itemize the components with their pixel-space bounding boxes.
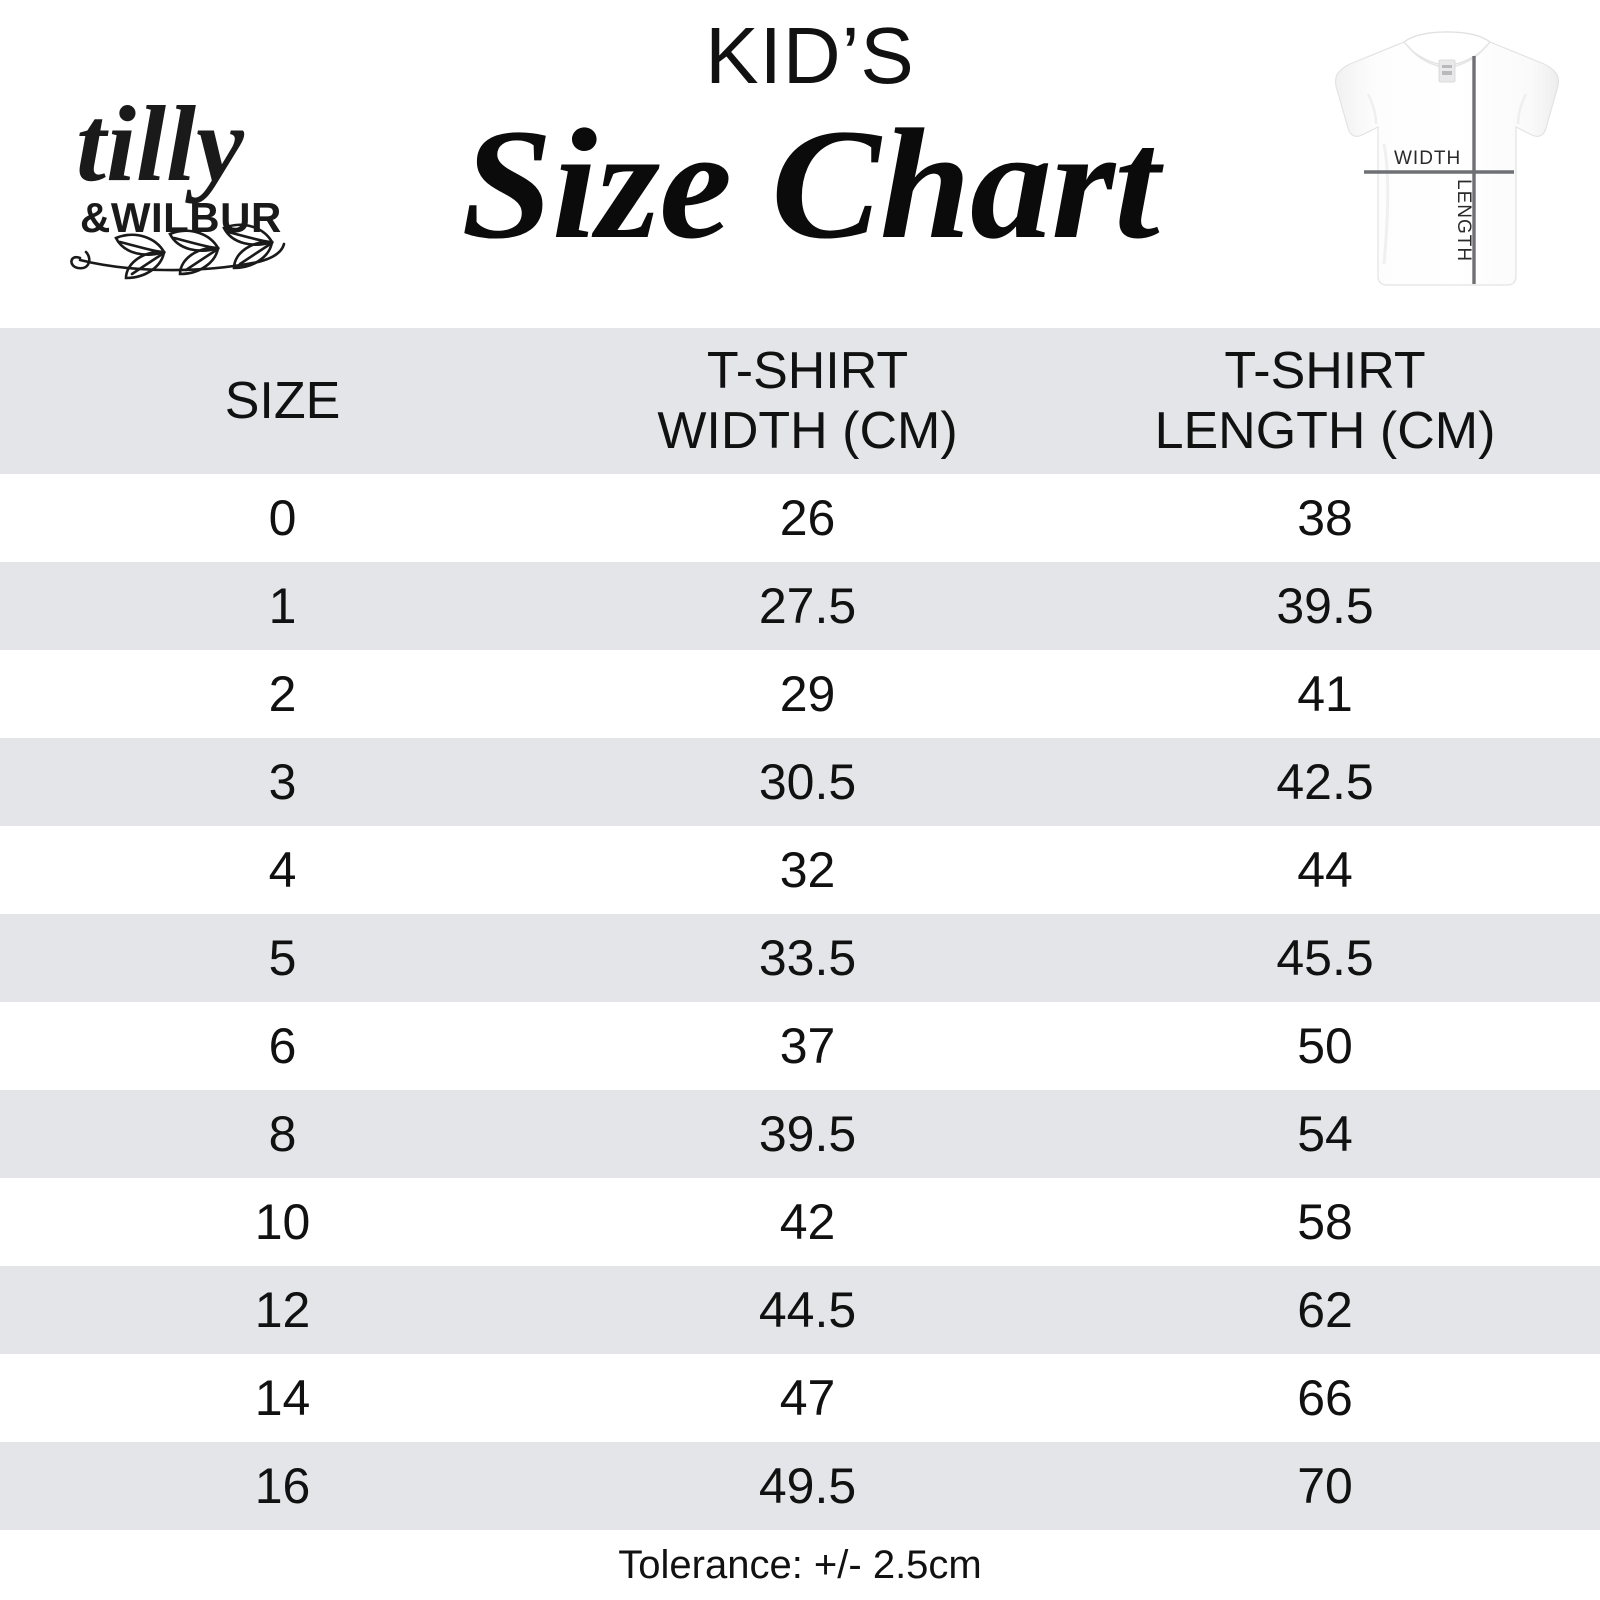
cell-width: 30.5 [758, 754, 857, 810]
cell-width: 32 [779, 842, 836, 898]
cell-length: 66 [1297, 1370, 1353, 1426]
leaf-branch-icon [70, 223, 286, 280]
tolerance-note: Tolerance: +/- 2.5cm [618, 1543, 982, 1587]
cell-width: 27.5 [758, 578, 857, 634]
page-title: Size Chart [461, 97, 1159, 272]
cell-length: 62 [1297, 1282, 1353, 1338]
table-header-row: SIZE T-SHIRT WIDTH (CM) T-SHIRT LENGTH (… [0, 328, 1600, 474]
table-row: 16 49.5 70 [0, 1442, 1600, 1530]
cell-size: 12 [254, 1282, 311, 1338]
cell-width: 37 [779, 1018, 836, 1074]
cell-width: 42 [779, 1194, 836, 1250]
table-row: 12 44.5 62 [0, 1266, 1600, 1354]
cell-length: 44 [1297, 842, 1353, 898]
column-header-width-line2: WIDTH (CM) [657, 402, 958, 460]
column-header-size-line1: SIZE [224, 372, 341, 430]
table-row: 6 37 50 [0, 1002, 1600, 1090]
cell-size: 3 [268, 754, 297, 810]
cell-size: 6 [268, 1018, 297, 1074]
column-header-length: T-SHIRT LENGTH (CM) [1050, 328, 1600, 474]
column-header-length-line1: T-SHIRT [1224, 342, 1426, 400]
brand-script-text: tilly [76, 85, 245, 204]
cell-length: 58 [1297, 1194, 1353, 1250]
cell-width: 29 [779, 666, 836, 722]
cell-size: 5 [268, 930, 297, 986]
tshirt-diagram: WIDTH LENGTH [1308, 24, 1586, 296]
cell-size: 4 [268, 842, 297, 898]
cell-size: 10 [254, 1194, 311, 1250]
cell-length: 42.5 [1276, 754, 1374, 810]
cell-size: 2 [268, 666, 297, 722]
cell-width: 39.5 [758, 1106, 857, 1162]
tshirt-body-shape [1334, 31, 1560, 286]
cell-length: 41 [1297, 666, 1353, 722]
column-header-length-line2: LENGTH (CM) [1154, 402, 1496, 460]
column-header-width: T-SHIRT WIDTH (CM) [565, 328, 1050, 474]
table-row: 4 32 44 [0, 826, 1600, 914]
cell-size: 0 [268, 490, 297, 546]
cell-length: 50 [1297, 1018, 1353, 1074]
column-header-size: SIZE [0, 328, 565, 474]
cell-width: 49.5 [758, 1458, 857, 1514]
cell-width: 44.5 [758, 1282, 857, 1338]
header-area: tilly &WILBUR KID’S Size Chart [0, 0, 1600, 328]
cell-width: 47 [779, 1370, 836, 1426]
table-body: 0 26 38 1 27.5 39.5 2 29 41 3 30.5 42.5 4 32 44 5 33.5 45… [0, 474, 1600, 1530]
table-row: 0 26 38 [0, 474, 1600, 562]
table-row: 5 33.5 45.5 [0, 914, 1600, 1002]
table-row: 2 29 41 [0, 650, 1600, 738]
cell-length: 39.5 [1276, 578, 1374, 634]
table-row: 10 42 58 [0, 1178, 1600, 1266]
cell-size: 14 [254, 1370, 311, 1426]
cell-size: 16 [254, 1458, 311, 1514]
cell-length: 70 [1297, 1458, 1353, 1514]
cell-width: 33.5 [758, 930, 857, 986]
table-row: 1 27.5 39.5 [0, 562, 1600, 650]
brand-logo: tilly &WILBUR [58, 62, 328, 292]
cell-size: 1 [268, 578, 297, 634]
length-label: LENGTH [1453, 179, 1474, 262]
table-row: 8 39.5 54 [0, 1090, 1600, 1178]
width-label: WIDTH [1394, 148, 1461, 169]
title-eyebrow: KID’S [705, 11, 915, 100]
column-header-width-line1: T-SHIRT [706, 342, 909, 400]
cell-width: 26 [779, 490, 836, 546]
cell-size: 8 [268, 1106, 297, 1162]
cell-length: 54 [1297, 1106, 1353, 1162]
cell-length: 45.5 [1276, 930, 1374, 986]
brand-sub-text: &WILBUR [80, 194, 282, 241]
cell-length: 38 [1297, 490, 1353, 546]
title-block: KID’S Size Chart [330, 0, 1290, 320]
table-row: 14 47 66 [0, 1354, 1600, 1442]
size-chart-table: SIZE T-SHIRT WIDTH (CM) T-SHIRT LENGTH (… [0, 328, 1600, 1530]
table-row: 3 30.5 42.5 [0, 738, 1600, 826]
